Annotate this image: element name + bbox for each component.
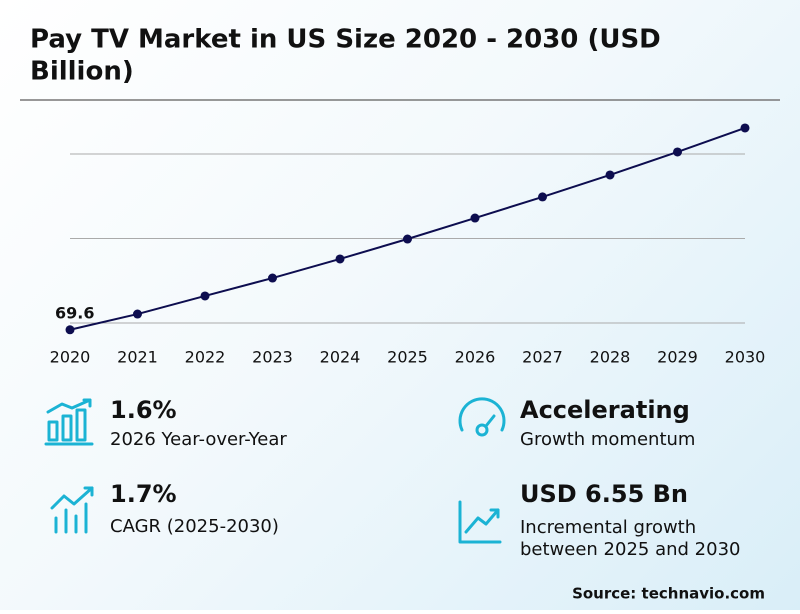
x-tick-label: 2025 <box>387 348 428 367</box>
chart-title: Billion) <box>30 57 134 87</box>
x-tick-label: 2030 <box>725 348 766 367</box>
chart-title: Pay TV Market in US Size 2020 - 2030 (US… <box>30 25 661 55</box>
x-tick-label: 2026 <box>455 348 496 367</box>
bar-chart-icon <box>44 398 94 446</box>
line <box>69 127 746 331</box>
stat-value: 1.6% <box>110 396 177 424</box>
source: Source: technavio.com <box>572 585 765 603</box>
x-tick-label: 2021 <box>117 348 158 367</box>
stat-label: 2026 Year-over-Year <box>110 429 287 450</box>
point <box>538 192 547 202</box>
trend-icon <box>458 500 502 544</box>
data-label: 69.6 <box>55 303 94 322</box>
x-tick-label: 2028 <box>590 348 631 367</box>
growth-icon <box>50 486 94 534</box>
x-tick-label: 2027 <box>522 348 563 367</box>
x-tick-label: 2029 <box>657 348 698 367</box>
x-tick-label: 2022 <box>185 348 226 367</box>
x-tick-label: 2023 <box>252 348 293 367</box>
stat-value: Accelerating <box>520 396 690 424</box>
gauge-icon <box>458 397 506 437</box>
stat-label: Growth momentum <box>520 429 695 450</box>
stat-value: 1.7% <box>110 480 177 508</box>
point <box>470 213 480 223</box>
point <box>65 325 75 335</box>
point <box>403 234 412 244</box>
stat-value: USD 6.55 Bn <box>520 480 688 508</box>
point <box>335 254 345 264</box>
stat-label: CAGR (2025-2030) <box>110 516 279 537</box>
point <box>268 273 277 283</box>
stat-label: Incremental growth <box>520 517 696 538</box>
x-tick-label: 2024 <box>320 348 361 367</box>
point <box>673 147 682 157</box>
stat-label: between 2025 and 2030 <box>520 539 740 560</box>
x-tick-label: 2020 <box>50 348 91 367</box>
point <box>200 291 210 301</box>
point <box>605 170 615 180</box>
point <box>740 123 750 133</box>
point <box>133 309 142 319</box>
